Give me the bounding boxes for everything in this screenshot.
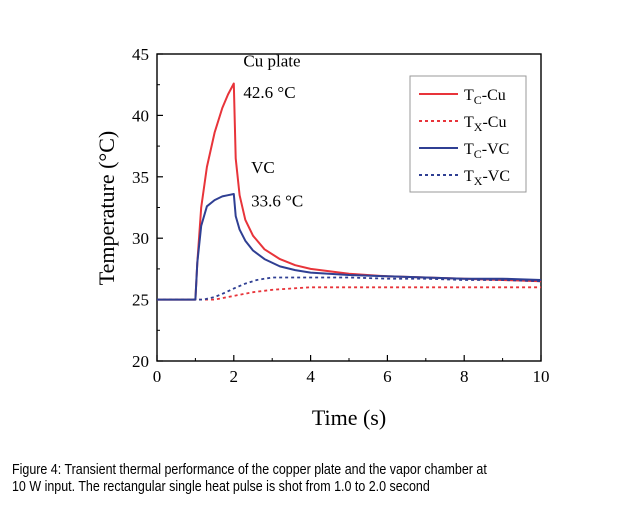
y-tick-label: 35	[132, 168, 149, 187]
caption-line-2: 10 W input. The rectangular single heat …	[12, 479, 430, 495]
legend-entry: TX-VC	[464, 168, 510, 188]
y-axis-label: Temperature (°C)	[94, 131, 119, 285]
x-tick-label: 10	[533, 367, 550, 386]
y-tick-label: 25	[132, 291, 149, 310]
annotation-label: 42.6 °C	[243, 83, 295, 102]
legend-entry: TC-Cu	[464, 87, 506, 107]
x-tick-label: 0	[153, 367, 162, 386]
annotations: Cu plate 42.6 °C VC 33.6 °C	[243, 51, 303, 210]
legend-box	[409, 75, 527, 193]
caption-line-1: Figure 4: Transient thermal performance …	[12, 462, 487, 478]
series-line-t-c-vc	[157, 193, 542, 301]
figure-caption: Figure 4: Transient thermal performance …	[12, 462, 528, 496]
legend-entry: TX-Cu	[464, 114, 506, 134]
axis-ticks	[156, 53, 542, 362]
y-tick-label: 40	[132, 106, 149, 125]
chart-canvas: 0 2 4 6 8 10 20 25 30 35 40 45 Cu plate 42.6 °C VC 33.…	[94, 45, 550, 430]
series-line-t-x-cu	[157, 286, 541, 301]
x-axis-label: Time (s)	[312, 405, 386, 430]
series-line-t-x-vc	[157, 276, 542, 301]
legend: TC-Cu TX-Cu TC-VC TX-VC	[409, 75, 527, 193]
x-tick-label: 4	[306, 367, 315, 386]
x-tick-label: 2	[230, 367, 239, 386]
annotation-label: 33.6 °C	[251, 191, 303, 210]
tick-labels: 0 2 4 6 8 10 20 25 30 35 40 45	[132, 45, 550, 386]
series-layer	[157, 82, 542, 301]
annotation-label: VC	[251, 158, 275, 177]
x-tick-label: 6	[383, 367, 392, 386]
annotation-label: Cu plate	[243, 51, 300, 70]
legend-entry: TC-VC	[464, 141, 509, 161]
y-tick-label: 45	[132, 45, 149, 64]
x-tick-label: 8	[460, 367, 469, 386]
y-tick-label: 20	[132, 352, 149, 371]
y-tick-label: 30	[132, 229, 149, 248]
